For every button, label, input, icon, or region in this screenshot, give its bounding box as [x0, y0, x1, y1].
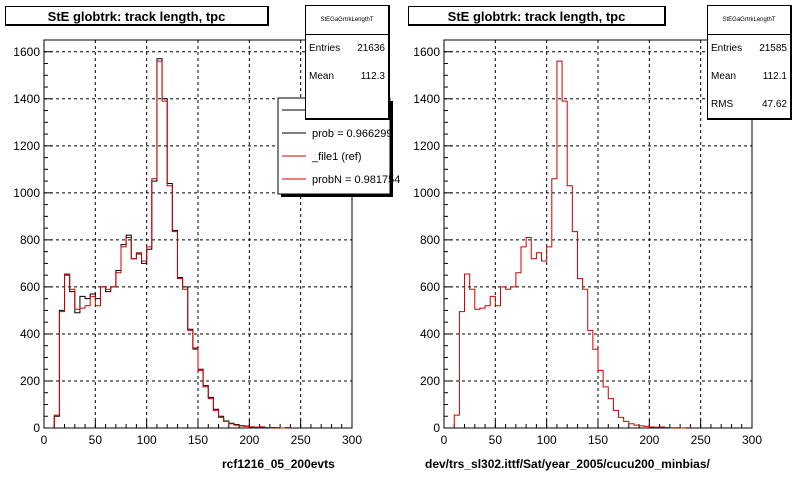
chart-title-left: StE globtrk: track length, tpc — [5, 6, 269, 26]
y-tick-label: 1600 — [413, 45, 440, 59]
x-tick-label: 250 — [691, 433, 711, 447]
stats-mean-value: 112.3 — [360, 71, 385, 82]
stats-box-left: StEGaGrtrkLengthT Entries 21636 Mean 112… — [305, 5, 390, 120]
histogram-right: 0 50 100 150 200 250 300 0 200 400 600 800 1000 1200 1… — [413, 39, 762, 447]
x-tick-label: 150 — [588, 433, 608, 447]
stats-row-entries: Entries 21636 — [306, 35, 388, 63]
x-tick-label: 200 — [239, 433, 259, 447]
legend-entry: probN = 0.981754 — [312, 174, 400, 186]
x-tick-label: 150 — [188, 433, 208, 447]
x-tick-label: 50 — [489, 433, 503, 447]
y-tick-label: 200 — [420, 374, 440, 388]
stats-entries-label: Entries — [309, 43, 341, 54]
y-tick-label: 800 — [420, 233, 440, 247]
histogram-left: 0 50 100 150 200 250 300 0 200 400 600 800 1000 1200 1… — [13, 39, 400, 447]
stats-mean-value: 112.1 — [762, 71, 787, 82]
x-tick-label: 50 — [89, 433, 103, 447]
series-line-0 — [453, 60, 691, 429]
y-tick-label: 600 — [20, 280, 40, 294]
stats-mean-label: Mean — [309, 71, 335, 82]
x-axis-label-left: rcf1216_05_200evts — [222, 457, 335, 471]
chart-title-right: StE globtrk: track length, tpc — [408, 6, 666, 26]
x-axis-label-right: dev/trs_sl302.ittf/Sat/year_2005/cucu200… — [425, 457, 710, 471]
y-tick-label: 200 — [20, 374, 40, 388]
x-tick-label: 0 — [41, 433, 48, 447]
legend-entry: _file1 (ref) — [311, 151, 362, 163]
y-tick-label: 1600 — [13, 45, 40, 59]
stats-name: StEGaGrtrkLengthT — [708, 6, 790, 35]
y-tick-label: 400 — [20, 327, 40, 341]
legend-entry: prob = 0.966299 — [312, 128, 392, 140]
x-tick-label: 300 — [342, 433, 362, 447]
y-tick-label: 1000 — [413, 186, 440, 200]
y-tick-label: 0 — [33, 421, 40, 435]
series-line-1 — [53, 60, 291, 429]
x-tick-label: 200 — [639, 433, 659, 447]
x-tick-label: 300 — [742, 433, 762, 447]
y-tick-label: 800 — [20, 233, 40, 247]
stats-box-right: StEGaGrtrkLengthT Entries 21585 Mean 112… — [707, 5, 792, 120]
x-tick-label: 100 — [137, 433, 157, 447]
y-tick-label: 400 — [420, 327, 440, 341]
y-tick-label: 1200 — [413, 139, 440, 153]
y-tick-label: 1200 — [13, 139, 40, 153]
y-tick-label: 600 — [420, 280, 440, 294]
y-tick-label: 1000 — [13, 186, 40, 200]
stats-rms-label: RMS — [711, 99, 734, 110]
x-tick-label: 100 — [537, 433, 557, 447]
stats-row-entries: Entries 21585 — [708, 35, 790, 63]
y-tick-label: 1400 — [13, 92, 40, 106]
stats-row-mean: Mean 112.3 — [306, 63, 388, 91]
stats-row-rms: RMS 47.62 — [708, 91, 790, 119]
x-tick-label: 250 — [291, 433, 311, 447]
y-tick-label: 0 — [433, 421, 440, 435]
stats-entries-value: 21636 — [357, 43, 385, 54]
stats-mean-label: Mean — [711, 71, 737, 82]
stats-rms-value: 47.62 — [761, 99, 787, 110]
x-tick-label: 0 — [441, 433, 448, 447]
y-tick-label: 1400 — [413, 92, 440, 106]
stats-name: StEGaGrtrkLengthT — [306, 6, 388, 35]
stats-entries-label: Entries — [711, 43, 743, 54]
stats-entries-value: 21585 — [759, 43, 787, 54]
stats-row-mean: Mean 112.1 — [708, 63, 790, 91]
